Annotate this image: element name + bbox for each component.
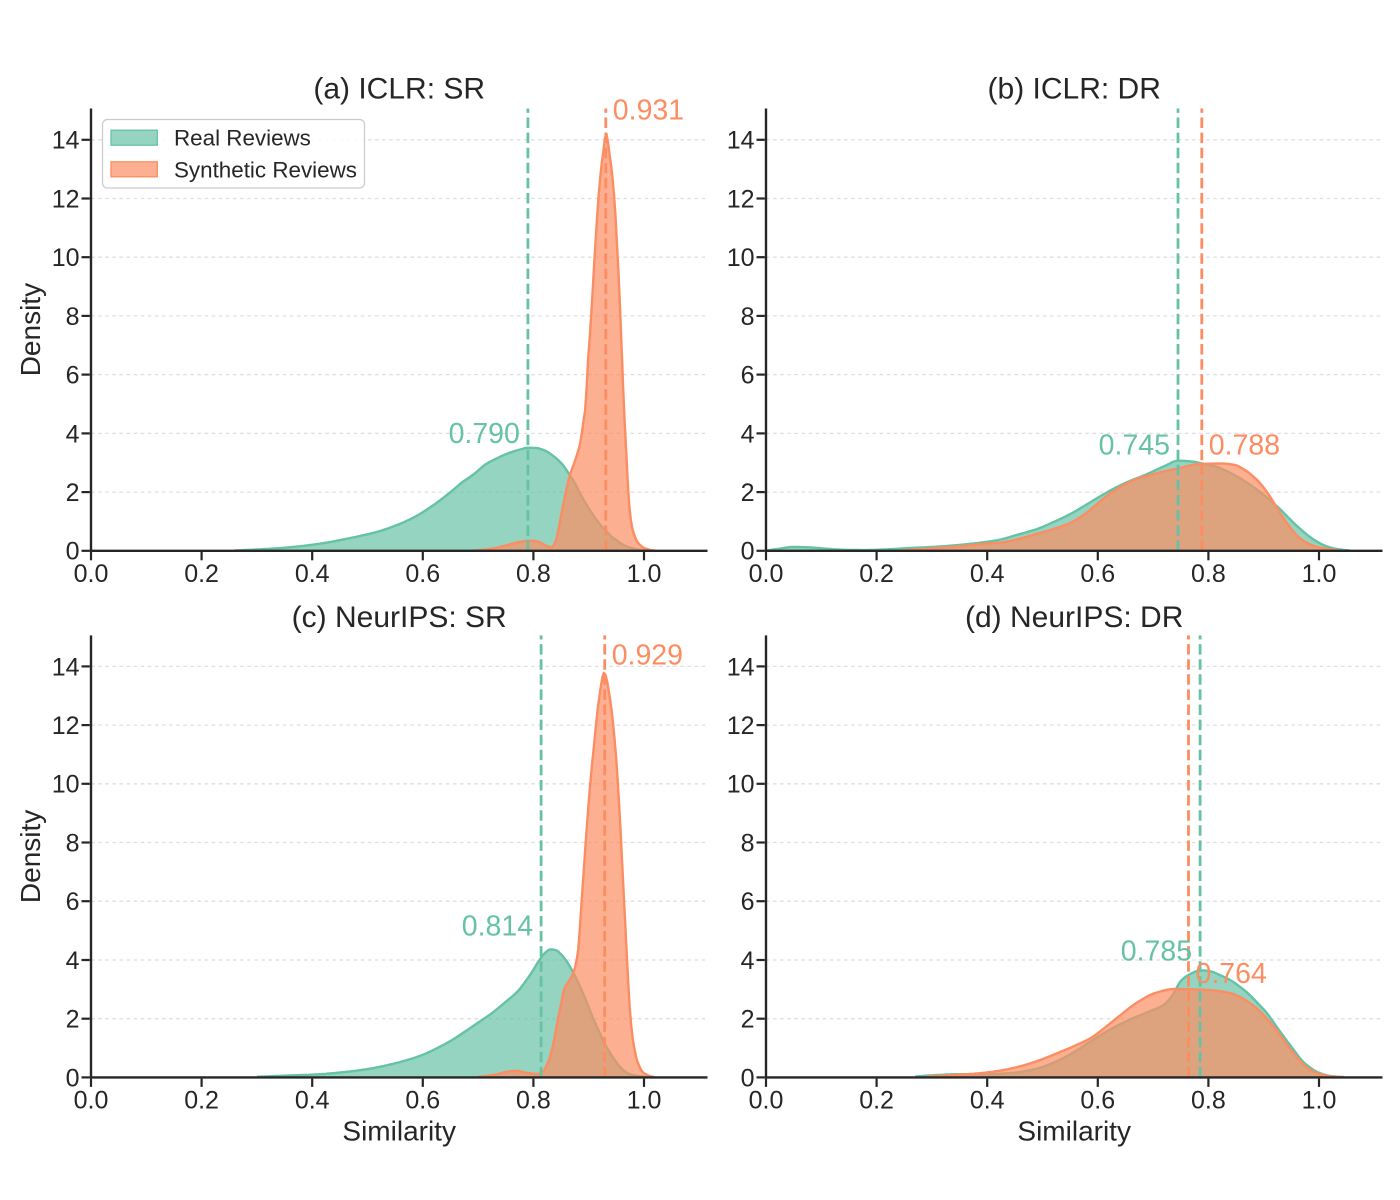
svg-text:0.2: 0.2 (859, 560, 894, 588)
svg-text:0.0: 0.0 (749, 1087, 784, 1115)
svg-text:0.785: 0.785 (1121, 935, 1192, 967)
svg-text:0.4: 0.4 (295, 560, 330, 588)
svg-text:1.0: 1.0 (1302, 560, 1337, 588)
svg-text:0.2: 0.2 (184, 1087, 219, 1115)
svg-text:Density: Density (15, 810, 46, 903)
svg-text:Similarity: Similarity (342, 1116, 456, 1147)
svg-text:0.0: 0.0 (74, 1087, 109, 1115)
svg-text:0.790: 0.790 (449, 418, 520, 450)
svg-text:6: 6 (66, 362, 80, 390)
svg-text:0.764: 0.764 (1196, 958, 1267, 990)
svg-text:Density: Density (15, 283, 46, 376)
svg-text:0.929: 0.929 (612, 640, 683, 672)
svg-text:0.814: 0.814 (462, 910, 533, 942)
svg-text:4: 4 (66, 947, 80, 975)
svg-text:Similarity: Similarity (1017, 1116, 1131, 1147)
svg-text:14: 14 (52, 127, 80, 155)
svg-text:(c) NeurIPS: SR: (c) NeurIPS: SR (292, 601, 507, 634)
svg-text:14: 14 (727, 653, 755, 681)
svg-text:6: 6 (741, 888, 755, 916)
svg-text:0.6: 0.6 (405, 560, 440, 588)
svg-text:0.0: 0.0 (74, 560, 109, 588)
svg-text:0.8: 0.8 (1191, 560, 1226, 588)
svg-text:1.0: 1.0 (627, 1087, 662, 1115)
svg-text:0.2: 0.2 (184, 560, 219, 588)
svg-text:0.4: 0.4 (970, 1087, 1005, 1115)
svg-text:0.4: 0.4 (970, 560, 1005, 588)
svg-text:0.6: 0.6 (1080, 1087, 1115, 1115)
svg-text:12: 12 (52, 712, 80, 740)
svg-text:14: 14 (727, 127, 755, 155)
svg-text:1.0: 1.0 (1302, 1087, 1337, 1115)
svg-text:Synthetic Reviews: Synthetic Reviews (174, 157, 357, 182)
svg-text:4: 4 (741, 947, 755, 975)
svg-text:0.4: 0.4 (295, 1087, 330, 1115)
svg-text:4: 4 (66, 420, 80, 448)
svg-text:8: 8 (66, 303, 80, 331)
svg-text:8: 8 (66, 829, 80, 857)
svg-text:0: 0 (66, 538, 80, 566)
svg-text:0.8: 0.8 (516, 1087, 551, 1115)
svg-text:(d) NeurIPS: DR: (d) NeurIPS: DR (965, 601, 1183, 634)
svg-text:12: 12 (727, 185, 755, 213)
svg-text:0.788: 0.788 (1209, 430, 1280, 462)
svg-text:Real Reviews: Real Reviews (174, 125, 311, 150)
svg-text:6: 6 (741, 362, 755, 390)
svg-text:0.6: 0.6 (405, 1087, 440, 1115)
svg-text:0.6: 0.6 (1080, 560, 1115, 588)
svg-text:10: 10 (727, 244, 755, 272)
svg-text:2: 2 (66, 1006, 80, 1034)
svg-text:12: 12 (52, 185, 80, 213)
svg-text:14: 14 (52, 653, 80, 681)
svg-text:0.0: 0.0 (749, 560, 784, 588)
svg-text:10: 10 (727, 771, 755, 799)
svg-text:8: 8 (741, 303, 755, 331)
svg-text:1.0: 1.0 (627, 560, 662, 588)
svg-text:0: 0 (741, 538, 755, 566)
svg-text:0.8: 0.8 (1191, 1087, 1226, 1115)
svg-text:2: 2 (741, 479, 755, 507)
svg-text:8: 8 (741, 829, 755, 857)
svg-text:0: 0 (741, 1064, 755, 1092)
svg-text:10: 10 (52, 771, 80, 799)
svg-text:0: 0 (66, 1064, 80, 1092)
svg-text:0.2: 0.2 (859, 1087, 894, 1115)
svg-text:12: 12 (727, 712, 755, 740)
svg-text:4: 4 (741, 420, 755, 448)
svg-text:10: 10 (52, 244, 80, 272)
svg-text:0.745: 0.745 (1099, 430, 1170, 462)
svg-text:2: 2 (66, 479, 80, 507)
svg-text:0.931: 0.931 (613, 95, 684, 127)
svg-text:0.8: 0.8 (516, 560, 551, 588)
svg-text:(b) ICLR: DR: (b) ICLR: DR (988, 73, 1161, 106)
svg-text:6: 6 (66, 888, 80, 916)
svg-text:(a) ICLR: SR: (a) ICLR: SR (313, 73, 485, 106)
svg-text:2: 2 (741, 1006, 755, 1034)
